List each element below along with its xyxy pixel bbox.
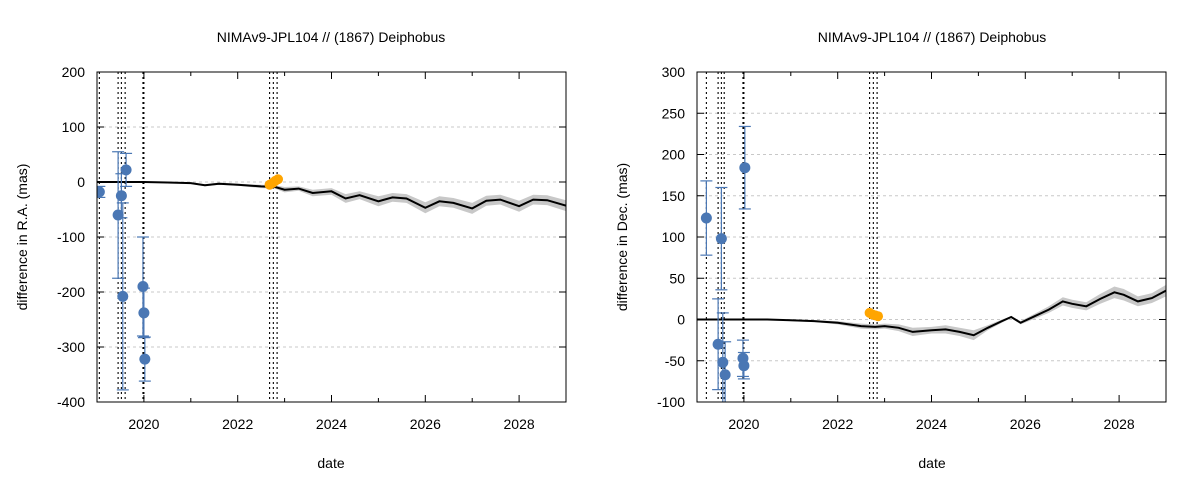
y-tick-label: -100 bbox=[657, 394, 685, 410]
y-tick-label: -400 bbox=[57, 394, 85, 410]
y-tick-label: 200 bbox=[662, 147, 686, 163]
observation-point bbox=[117, 290, 129, 302]
observation-point bbox=[719, 369, 731, 381]
uncertainty-band bbox=[97, 182, 566, 214]
y-tick-label: -300 bbox=[57, 339, 85, 355]
observation-point bbox=[739, 162, 751, 174]
x-tick-label: 2024 bbox=[916, 416, 947, 432]
uncertainty-band bbox=[697, 284, 1166, 341]
x-tick-label: 2026 bbox=[1010, 416, 1041, 432]
y-tick-label: -200 bbox=[57, 284, 85, 300]
ra-chart: NIMAv9-JPL104 // (1867) Deiphobus date d… bbox=[14, 29, 567, 471]
x-tick-label: 2022 bbox=[222, 416, 253, 432]
dec-chart: NIMAv9-JPL104 // (1867) Deiphobus date d… bbox=[614, 29, 1167, 471]
observation-point bbox=[137, 281, 149, 292]
y-tick-label: 150 bbox=[662, 188, 686, 204]
plot-area bbox=[97, 72, 566, 402]
observation-point bbox=[738, 360, 750, 372]
x-tick-label: 2026 bbox=[410, 416, 441, 432]
observation-point bbox=[715, 233, 727, 245]
dec-chart-panel: NIMAv9-JPL104 // (1867) Deiphobus date d… bbox=[600, 0, 1200, 480]
chart-title: NIMAv9-JPL104 // (1867) Deiphobus bbox=[217, 29, 446, 45]
y-tick-label: 50 bbox=[669, 270, 685, 286]
y-tick-label: 200 bbox=[62, 64, 86, 80]
x-axis-label: date bbox=[317, 455, 344, 471]
observation-point bbox=[115, 190, 127, 202]
observation-point bbox=[138, 307, 150, 319]
y-axis-label: difference in R.A. (mas) bbox=[14, 164, 30, 311]
y-tick-label: 300 bbox=[662, 64, 686, 80]
prediction-line bbox=[697, 289, 1166, 337]
chart-title: NIMAv9-JPL104 // (1867) Deiphobus bbox=[818, 29, 1047, 45]
y-tick-label: -100 bbox=[57, 229, 85, 245]
prediction-line bbox=[97, 181, 566, 210]
y-tick-label: 100 bbox=[62, 119, 86, 135]
observation-point bbox=[139, 353, 151, 365]
x-tick-label: 2028 bbox=[1104, 416, 1135, 432]
ra-chart-panel: NIMAv9-JPL104 // (1867) Deiphobus date d… bbox=[14, 29, 567, 471]
plot-area bbox=[697, 72, 1166, 402]
y-tick-label: 0 bbox=[77, 174, 85, 190]
x-tick-label: 2020 bbox=[728, 416, 759, 432]
x-axis-label: date bbox=[918, 455, 945, 471]
y-tick-label: 0 bbox=[677, 312, 685, 328]
x-tick-label: 2024 bbox=[316, 416, 347, 432]
recent-observation-point bbox=[873, 311, 884, 322]
x-tick-label: 2020 bbox=[128, 416, 159, 432]
y-tick-label: 100 bbox=[662, 229, 686, 245]
y-tick-label: -50 bbox=[665, 353, 685, 369]
x-tick-label: 2022 bbox=[822, 416, 853, 432]
observation-point bbox=[712, 338, 724, 350]
recent-observation-point bbox=[273, 174, 284, 185]
observation-point bbox=[717, 356, 729, 368]
observation-point bbox=[120, 164, 132, 176]
y-axis-label: difference in Dec. (mas) bbox=[614, 163, 630, 311]
x-tick-label: 2028 bbox=[504, 416, 535, 432]
y-tick-label: 250 bbox=[662, 105, 686, 121]
observation-point bbox=[700, 212, 712, 224]
observation-point bbox=[97, 186, 105, 198]
